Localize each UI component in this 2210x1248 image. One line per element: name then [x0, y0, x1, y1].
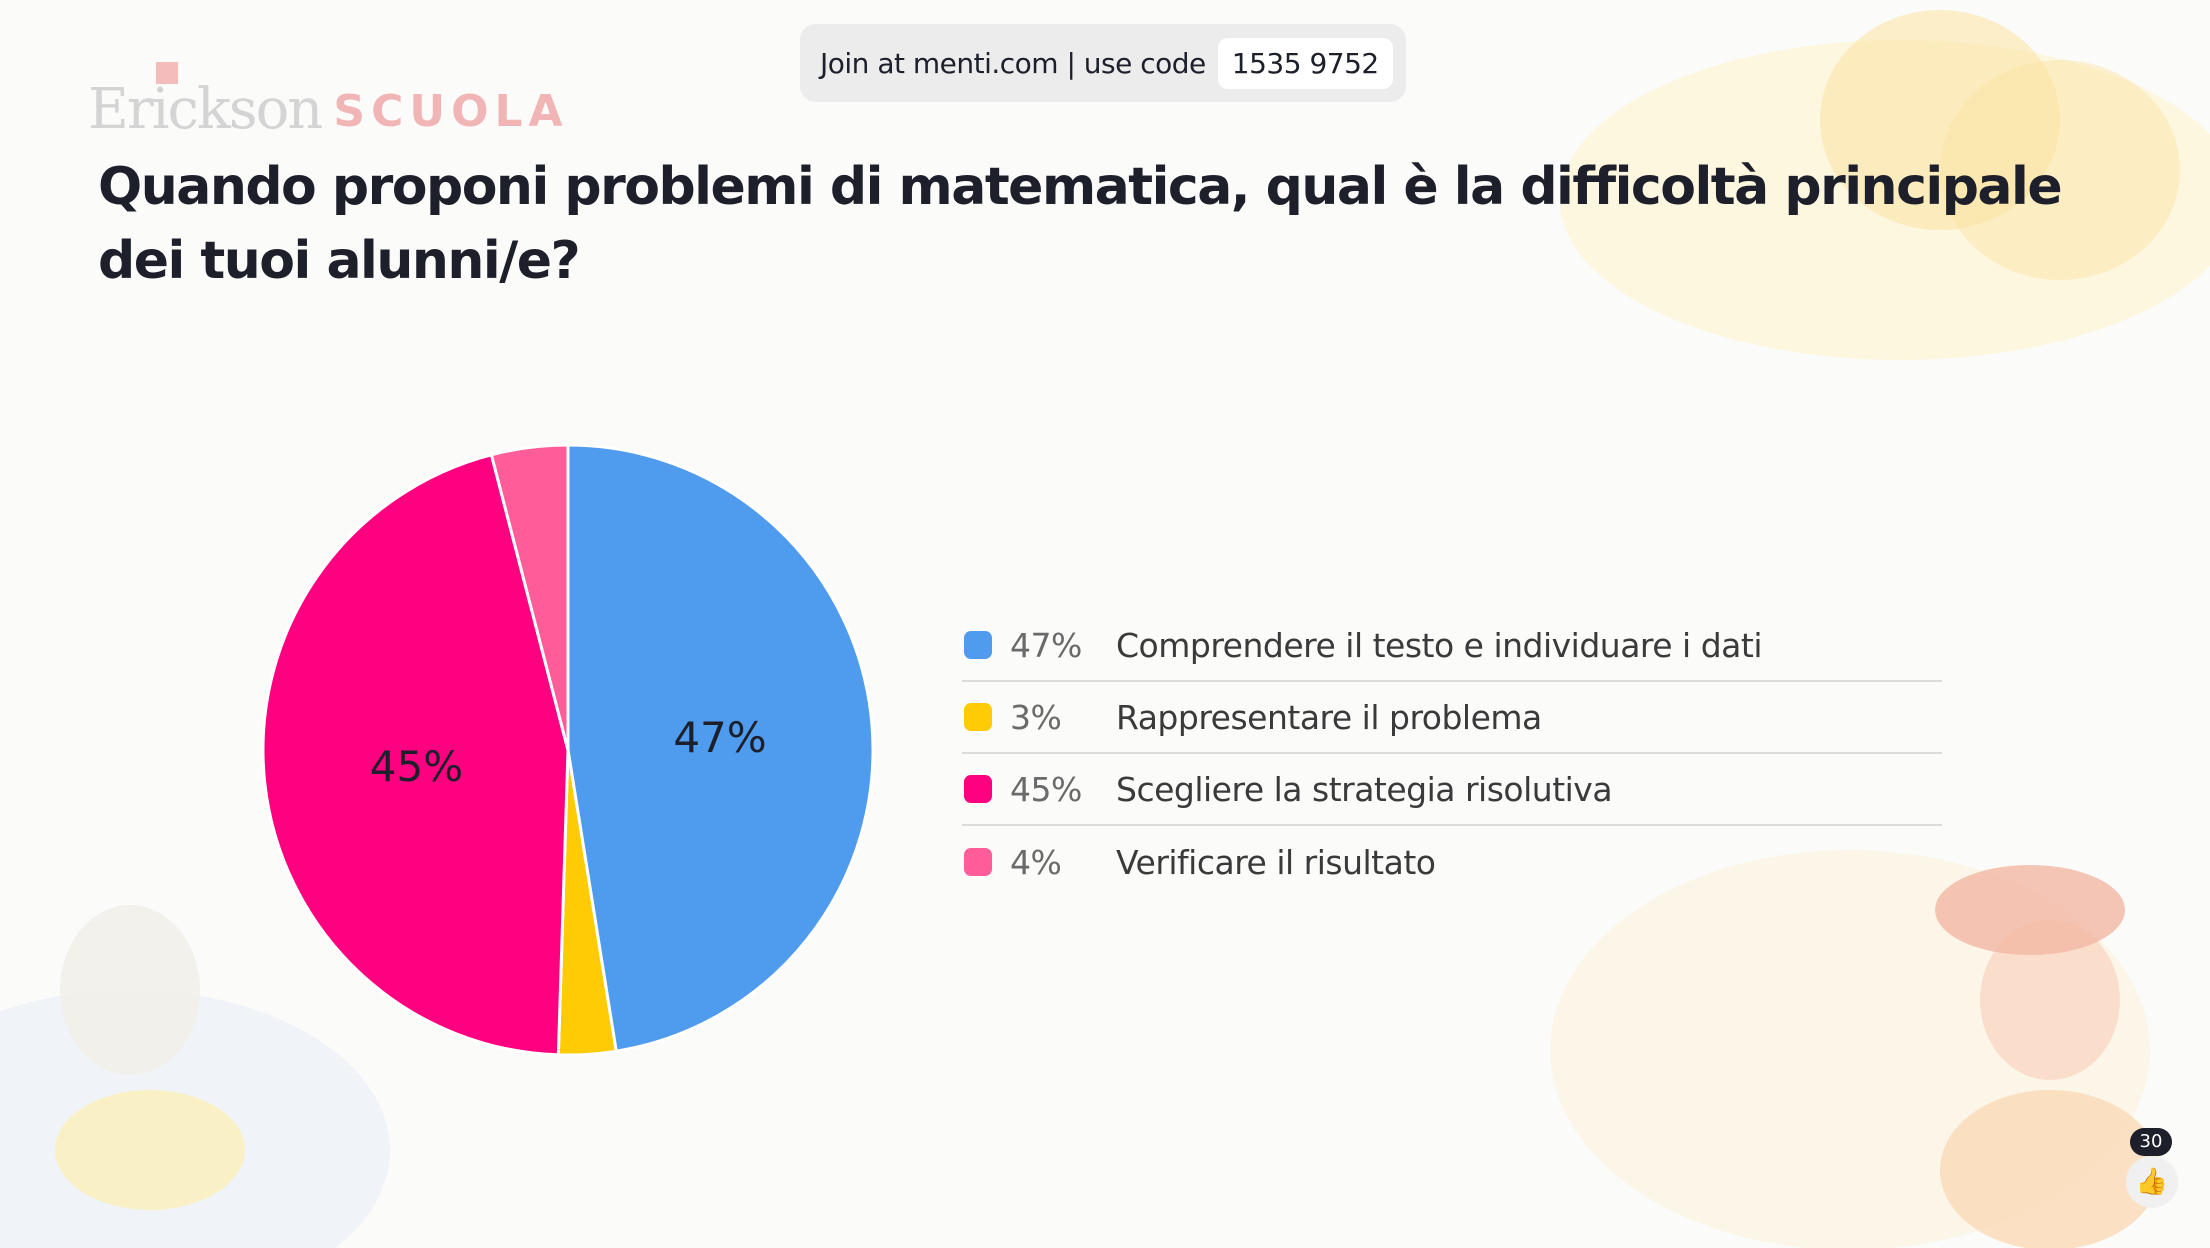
chart-legend: 47% Comprendere il testo e individuare i … — [962, 610, 1942, 898]
legend-row-1: 3% Rappresentare il problema — [962, 682, 1942, 754]
legend-percent-0: 47% — [1010, 625, 1082, 665]
legend-swatch-2 — [964, 775, 992, 803]
legend-label-1: Rappresentare il problema — [1116, 697, 1542, 737]
legend-row-0: 47% Comprendere il testo e individuare i … — [962, 610, 1942, 682]
logo-mark — [156, 62, 178, 84]
pie-data-label-0: 47% — [673, 713, 766, 762]
pie-slice-3 — [489, 443, 570, 752]
reactions-count: 30 — [2130, 1128, 2172, 1156]
join-code: 1535 9752 — [1217, 37, 1393, 89]
question-title: Quando proponi problemi di matematica, q… — [98, 157, 2063, 291]
legend-percent-2: 45% — [1010, 769, 1082, 809]
legend-row-2: 45% Scegliere la strategia risolutiva — [962, 754, 1942, 826]
legend-label-3: Verificare il risultato — [1116, 842, 1436, 882]
reactions-widget[interactable]: 30 👍 — [2126, 1128, 2186, 1228]
legend-swatch-0 — [964, 631, 992, 659]
legend-percent-1: 3% — [1010, 697, 1062, 737]
legend-row-3: 4% Verificare il risultato — [962, 826, 1942, 898]
legend-label-0: Comprendere il testo e individuare i dat… — [1116, 625, 1763, 665]
join-instructions: Join at menti.com | use code — [820, 46, 1206, 80]
erickson-scuola-logo: Erickson SCUOLA — [88, 58, 569, 138]
logo-sub: SCUOLA — [333, 86, 569, 137]
pie-data-label-2: 45% — [370, 742, 463, 791]
legend-percent-3: 4% — [1010, 842, 1062, 882]
legend-swatch-1 — [964, 703, 992, 731]
pie-slice-0 — [566, 443, 875, 1053]
legend-label-2: Scegliere la strategia risolutiva — [1116, 769, 1613, 809]
logo-brand: Erickson — [88, 77, 323, 142]
legend-swatch-3 — [964, 848, 992, 876]
join-banner: Join at menti.com | use code 1535 9752 — [800, 24, 1406, 102]
pie-slice-2 — [261, 453, 570, 1057]
thumbs-up-icon[interactable]: 👍 — [2126, 1156, 2178, 1208]
